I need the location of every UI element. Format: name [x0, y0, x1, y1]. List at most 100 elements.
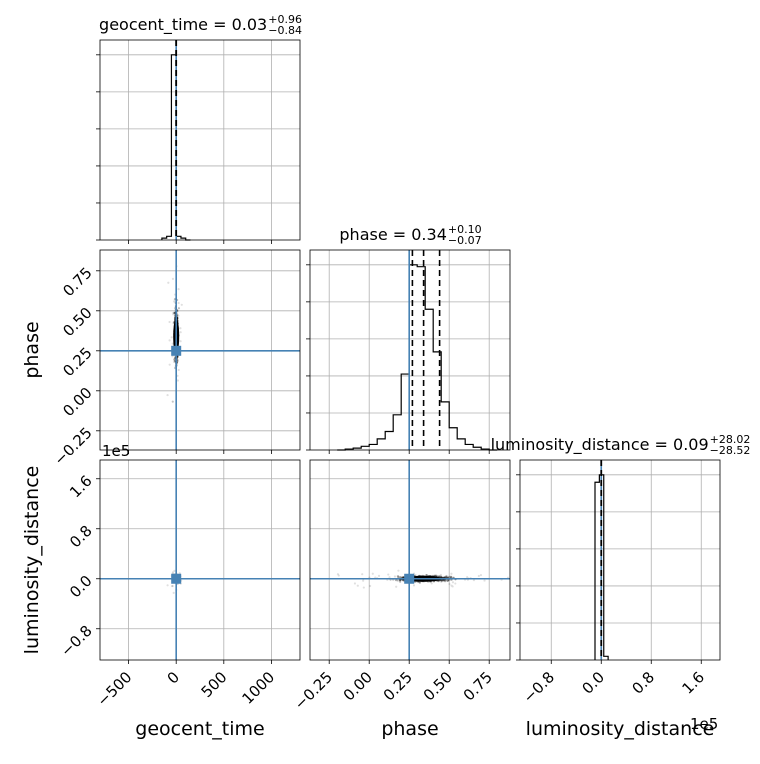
scatter-point	[440, 580, 443, 583]
scatter-point	[356, 584, 359, 587]
x-tick-label-luminosity_distance-160000: 1.6	[678, 668, 708, 698]
scatter-point	[172, 313, 175, 316]
scatter-point	[173, 300, 176, 303]
scatter-point	[353, 582, 357, 585]
scatter-point	[168, 320, 171, 324]
scatter-point	[466, 576, 469, 579]
scatter-point	[177, 314, 180, 317]
scatter-point	[396, 575, 399, 578]
y-axis-label-phase: phase	[21, 321, 43, 378]
scatter-point	[361, 573, 364, 576]
y-tick-label-phase-0: 0.00	[59, 384, 95, 420]
scatter-point	[443, 576, 446, 579]
scatter-point	[336, 573, 340, 576]
scatter-point	[176, 379, 180, 382]
scatter-point	[177, 307, 181, 310]
y-axis-label-luminosity_distance: luminosity_distance	[21, 466, 43, 655]
scatter-geocent_time-vs-phase	[100, 250, 300, 464]
scatter-point	[362, 579, 365, 582]
scatter-point	[173, 311, 176, 315]
histogram-phase	[337, 264, 498, 451]
scatter-point	[438, 574, 441, 578]
x-axis-label-luminosity_distance: luminosity_distance	[526, 718, 715, 740]
panel-frame-2-2	[519, 459, 721, 661]
scatter-point	[172, 358, 176, 361]
panel-frame-1-1	[309, 249, 511, 451]
scatter-point	[448, 582, 451, 586]
truth-marker	[404, 573, 415, 584]
scatter-point	[440, 576, 443, 579]
scatter-point	[171, 277, 175, 281]
scatter-point	[450, 584, 453, 587]
y-tick-label-luminosity_distance-m80000: −0.8	[57, 622, 95, 660]
x-tick-label-phase-0: 0.00	[340, 668, 376, 704]
y-tick-label-phase-m0p25: −0.25	[50, 424, 95, 469]
scatter-point	[173, 312, 176, 315]
scatter-point	[172, 311, 175, 314]
x-tick-label-phase-0p5: 0.50	[420, 668, 456, 704]
scatter-point	[483, 579, 486, 582]
scatter-point	[444, 576, 447, 579]
scatter-point	[180, 303, 183, 306]
scatter-point	[450, 575, 453, 579]
scatter-point	[176, 317, 179, 320]
scatter-point	[439, 575, 442, 578]
scatter-point	[399, 579, 402, 582]
scatter-point	[167, 281, 170, 284]
scatter-point	[425, 574, 428, 577]
scatter-point	[395, 579, 398, 582]
scatter-point	[435, 574, 438, 577]
scatter-point	[171, 400, 174, 403]
scatter-point	[179, 331, 182, 334]
panel-frame-2-0	[99, 459, 301, 661]
scatter-point	[401, 576, 404, 579]
y-offset-label: 1e5	[102, 442, 130, 460]
x-tick-label-luminosity_distance-80000: 0.8	[628, 668, 658, 698]
x-tick-label-geocent_time-0: 0	[164, 668, 183, 687]
x-tick-label-geocent_time-1000: 1000	[239, 668, 279, 708]
scatter-point	[173, 462, 175, 464]
scatter-point	[479, 573, 483, 577]
frame-layer	[96, 39, 721, 664]
data-layer	[100, 40, 609, 660]
x-tick-label-geocent_time-m500: −500	[94, 668, 136, 710]
scatter-point	[179, 340, 182, 343]
scatter-point	[177, 301, 180, 305]
truth-marker	[171, 573, 182, 584]
scatter-point	[396, 579, 399, 583]
scatter-point	[451, 581, 455, 584]
scatter-point	[449, 575, 452, 578]
title-phase: phase = 0.34	[339, 225, 446, 244]
x-axis-label-phase: phase	[381, 718, 438, 740]
x-tick-label-geocent_time-500: 500	[198, 668, 231, 701]
title-plus-luminosity_distance: +28.02	[710, 433, 751, 446]
scatter-point	[166, 584, 169, 587]
y-tick-label-phase-0p25: 0.25	[59, 344, 95, 380]
scatter-point	[171, 571, 175, 574]
title-plus-geocent_time: +0.96	[268, 13, 302, 26]
y-tick-label-phase-0p75: 0.75	[59, 264, 95, 300]
scatter-point	[437, 579, 440, 583]
scatter-point	[443, 580, 447, 583]
scatter-point	[171, 584, 174, 588]
x-tick-label-phase-0p75: 0.75	[460, 668, 496, 704]
scatter-point	[395, 585, 398, 588]
scatter-point	[451, 585, 454, 588]
scatter-point	[393, 575, 397, 578]
scatter-point	[377, 574, 381, 577]
scatter-point	[443, 576, 446, 579]
scatter-point	[414, 573, 417, 577]
panel-frame-2-1	[309, 459, 511, 661]
x-offset-label: 1e5	[690, 715, 718, 733]
x-tick-label-phase-m0p25: −0.25	[291, 668, 336, 713]
scatter-geocent_time-vs-luminosity_distance	[100, 460, 300, 660]
scatter-point	[444, 576, 447, 579]
scatter-point	[176, 355, 179, 358]
y-tick-label-luminosity_distance-80000: 0.8	[66, 522, 96, 552]
scatter-point	[170, 584, 174, 588]
scatter-point	[369, 584, 372, 588]
scatter-point	[440, 579, 443, 582]
scatter-point	[172, 591, 175, 594]
scatter-point	[402, 579, 405, 582]
y-tick-label-luminosity_distance-0: 0.0	[66, 572, 96, 602]
